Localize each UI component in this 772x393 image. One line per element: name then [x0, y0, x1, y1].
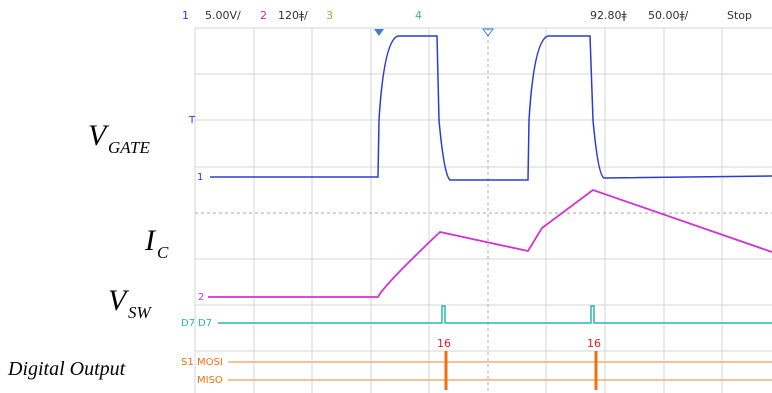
decode-value: 16: [587, 337, 601, 350]
ic-label: I: [144, 224, 157, 257]
status: Stop: [727, 9, 752, 22]
scope-screen: 1 5.00V/ 2 120ǂ/ 3 4 92.80ǂ 50.00ǂ/ Stop…: [0, 0, 772, 393]
decode-value: 16: [437, 337, 451, 350]
trace-d7: [218, 306, 772, 323]
ch1-label: 1: [182, 9, 189, 22]
timebase: 50.00ǂ/: [648, 9, 689, 22]
trace-ic: [208, 190, 772, 297]
grid: [195, 28, 772, 393]
ch4-label: 4: [415, 9, 422, 22]
ch1-scale: 5.00V/: [205, 9, 241, 22]
ch1-marker: 1: [197, 172, 203, 183]
delay: 92.80ǂ: [590, 9, 627, 22]
trigger-marker: [374, 29, 384, 36]
spi-bursts: [446, 351, 596, 390]
mosi-label: MOSI: [197, 357, 223, 368]
vgate-sub: GATE: [108, 138, 150, 157]
vgate-label: V: [88, 119, 110, 152]
d7-prefix: D7: [181, 318, 195, 329]
ch2-label: 2: [260, 9, 267, 22]
trigger-level: T: [188, 115, 196, 126]
vsw-label: V: [108, 284, 130, 317]
trace-vgate: [210, 36, 772, 180]
center-lines: [195, 28, 772, 393]
s1-prefix: S1: [181, 357, 194, 368]
ch2-scale: 120ǂ/: [278, 9, 308, 22]
ic-sub: C: [157, 243, 169, 262]
d7-label: D7: [198, 318, 212, 329]
ch3-label: 3: [326, 9, 333, 22]
header: 1 5.00V/ 2 120ǂ/ 3 4 92.80ǂ 50.00ǂ/ Stop: [182, 9, 752, 36]
trace-spi: [228, 362, 772, 380]
ch2-marker: 2: [198, 292, 204, 303]
vsw-sub: SW: [128, 303, 153, 322]
digital-label: Digital Output: [7, 358, 126, 380]
miso-label: MISO: [197, 375, 223, 386]
